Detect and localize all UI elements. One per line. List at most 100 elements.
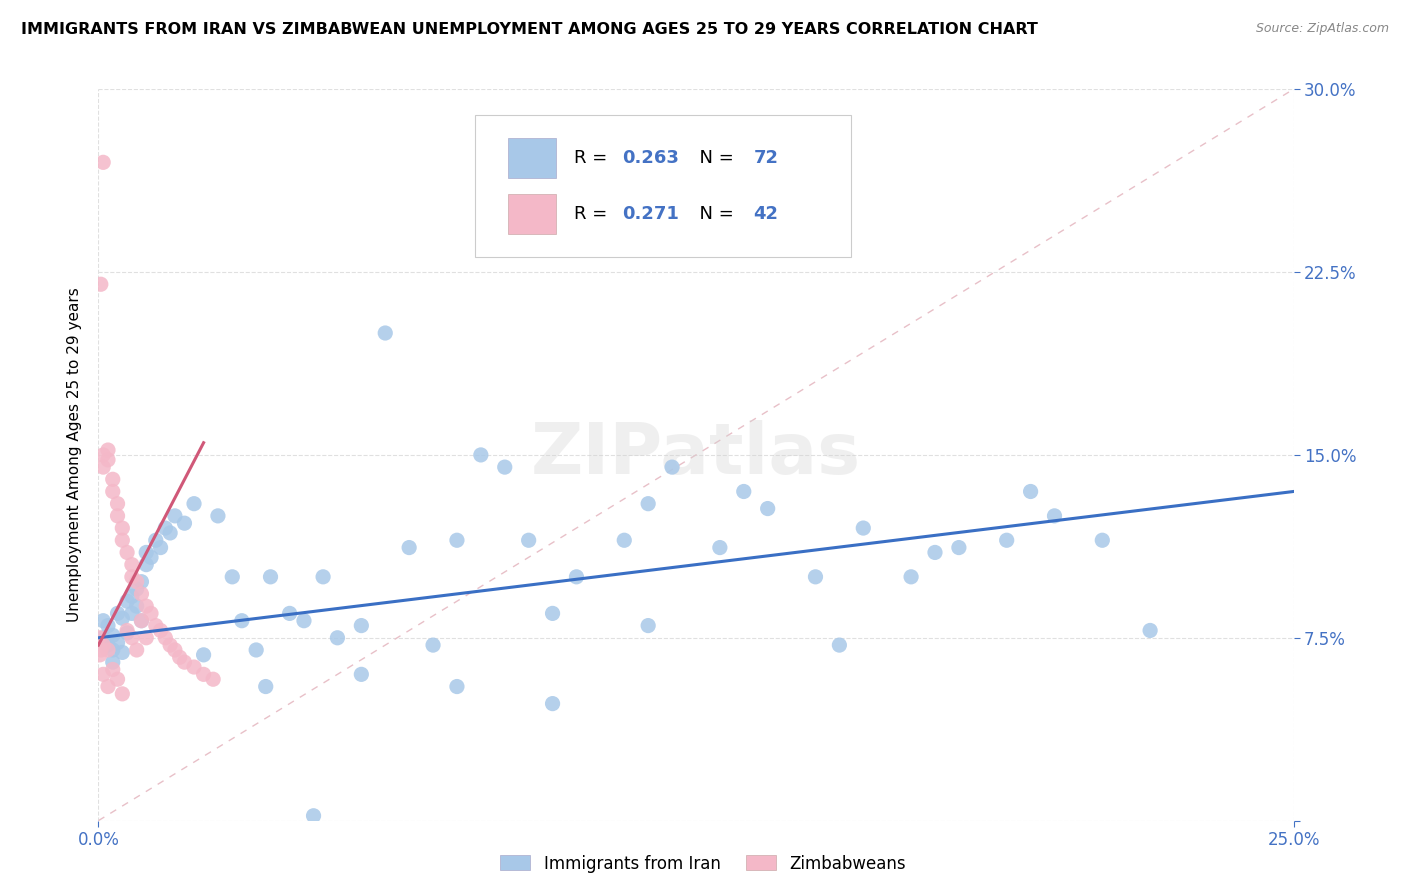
Point (374, 326, 396, 340)
Point (111, 521, 134, 535)
Point (149, 624, 172, 638)
Point (163, 508, 186, 523)
Point (1091, 533, 1114, 548)
Point (121, 590, 143, 604)
Legend: Immigrants from Iran, Zimbabweans: Immigrants from Iran, Zimbabweans (494, 848, 912, 880)
Text: N =: N = (688, 205, 740, 223)
Point (101, 628, 124, 642)
FancyBboxPatch shape (509, 194, 557, 235)
Point (89, 648, 111, 662)
Text: ZIPatlas: ZIPatlas (531, 420, 860, 490)
Text: 42: 42 (754, 205, 779, 223)
Point (163, 643, 186, 657)
Point (995, 533, 1018, 548)
Point (193, 648, 215, 662)
Point (828, 638, 851, 652)
Point (97, 618, 120, 632)
Point (97, 638, 120, 652)
Point (115, 626, 138, 640)
Point (398, 541, 420, 555)
Point (125, 574, 148, 589)
Point (145, 618, 167, 632)
Text: 0.271: 0.271 (621, 205, 679, 223)
Point (312, 570, 335, 584)
Point (101, 472, 124, 486)
Point (159, 638, 181, 652)
Point (131, 614, 153, 628)
Point (245, 643, 267, 657)
Point (637, 618, 659, 632)
Point (121, 607, 143, 621)
FancyBboxPatch shape (475, 115, 852, 258)
Point (541, 607, 564, 621)
Text: N =: N = (688, 149, 740, 167)
Point (139, 607, 162, 621)
Point (350, 618, 373, 632)
Point (91, 667, 114, 681)
Point (207, 508, 229, 523)
Point (111, 645, 134, 659)
Point (97, 443, 120, 458)
Point (101, 663, 124, 677)
Point (135, 631, 157, 645)
Point (613, 533, 636, 548)
Point (183, 660, 205, 674)
Point (637, 497, 659, 511)
Point (121, 631, 143, 645)
Point (90, 643, 112, 657)
Text: R =: R = (574, 205, 613, 223)
Point (91, 460, 114, 475)
Text: IMMIGRANTS FROM IRAN VS ZIMBABWEAN UNEMPLOYMENT AMONG AGES 25 TO 29 YEARS CORREL: IMMIGRANTS FROM IRAN VS ZIMBABWEAN UNEMP… (21, 22, 1038, 37)
Point (221, 570, 243, 584)
Text: 72: 72 (754, 149, 779, 167)
Point (494, 460, 516, 475)
Point (135, 558, 157, 572)
Point (101, 655, 124, 669)
Point (97, 680, 120, 694)
Point (125, 582, 148, 596)
Point (91, 638, 114, 652)
Point (804, 570, 827, 584)
Point (541, 697, 564, 711)
Point (125, 643, 148, 657)
Point (326, 631, 349, 645)
Point (924, 545, 946, 559)
Point (115, 594, 138, 608)
Point (900, 570, 922, 584)
Point (173, 655, 195, 669)
Point (107, 672, 129, 686)
Point (107, 497, 129, 511)
Point (446, 680, 468, 694)
Text: R =: R = (574, 149, 613, 167)
Point (149, 541, 172, 555)
FancyBboxPatch shape (509, 138, 557, 178)
Point (446, 533, 468, 548)
Point (131, 587, 153, 601)
Point (1139, 624, 1161, 638)
Point (292, 614, 315, 628)
Point (107, 635, 129, 649)
Point (91, 614, 114, 628)
Point (97, 643, 120, 657)
Point (733, 484, 755, 499)
Point (155, 521, 177, 535)
Point (101, 643, 124, 657)
Point (852, 521, 875, 535)
Point (101, 484, 124, 499)
Point (159, 525, 181, 540)
Point (173, 516, 195, 531)
Point (183, 497, 205, 511)
Point (155, 631, 177, 645)
Y-axis label: Unemployment Among Ages 25 to 29 years: Unemployment Among Ages 25 to 29 years (67, 287, 83, 623)
Point (121, 570, 143, 584)
Point (125, 599, 148, 613)
Point (350, 667, 373, 681)
Point (111, 687, 134, 701)
Point (107, 508, 129, 523)
Point (169, 650, 191, 665)
Point (259, 570, 281, 584)
Point (1019, 484, 1042, 499)
Point (90, 277, 112, 292)
Point (139, 550, 162, 565)
Point (111, 611, 134, 625)
